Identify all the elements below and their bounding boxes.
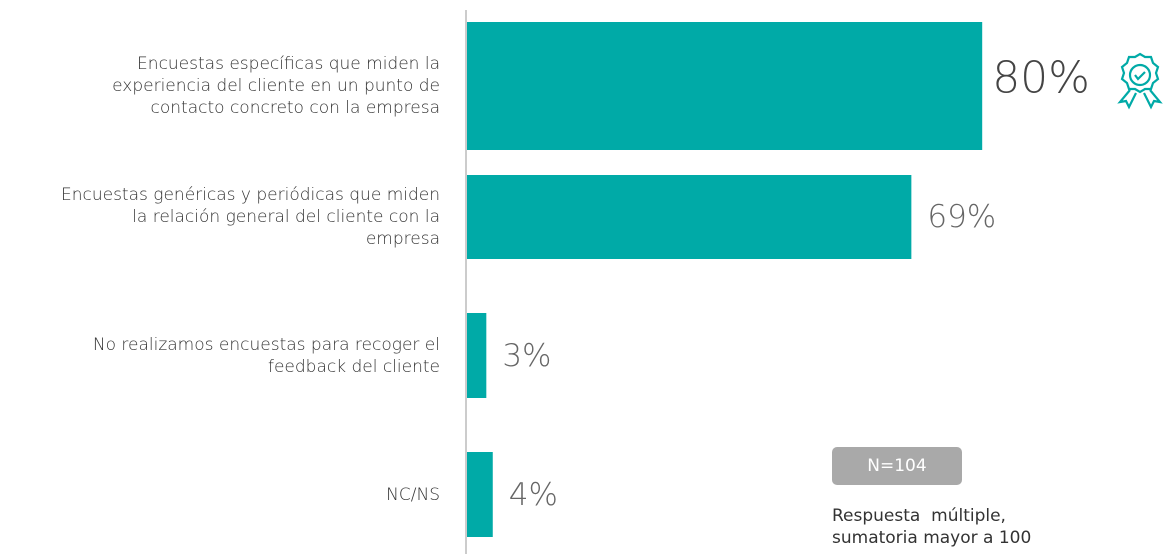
value-label: 80%: [992, 52, 1090, 104]
value-label: 4%: [508, 476, 558, 513]
value-label: 69%: [927, 199, 997, 235]
bar: [467, 22, 983, 150]
category-label: Encuestas específicas que miden la exper…: [112, 54, 440, 118]
bar: [467, 452, 493, 537]
footnote: Respuesta múltiple, sumatoria mayor a 10…: [832, 506, 1032, 548]
bar: [467, 175, 912, 259]
bar: [467, 313, 487, 398]
category-label: Encuestas genéricas y periódicas que mid…: [60, 185, 440, 249]
medal-icon: [1117, 52, 1163, 110]
value-label: 3%: [502, 337, 552, 374]
category-label: No realizamos encuestas para recoger el …: [92, 334, 440, 377]
category-label: NC/NS: [386, 484, 440, 505]
sample-size-badge: N=104: [832, 447, 962, 485]
